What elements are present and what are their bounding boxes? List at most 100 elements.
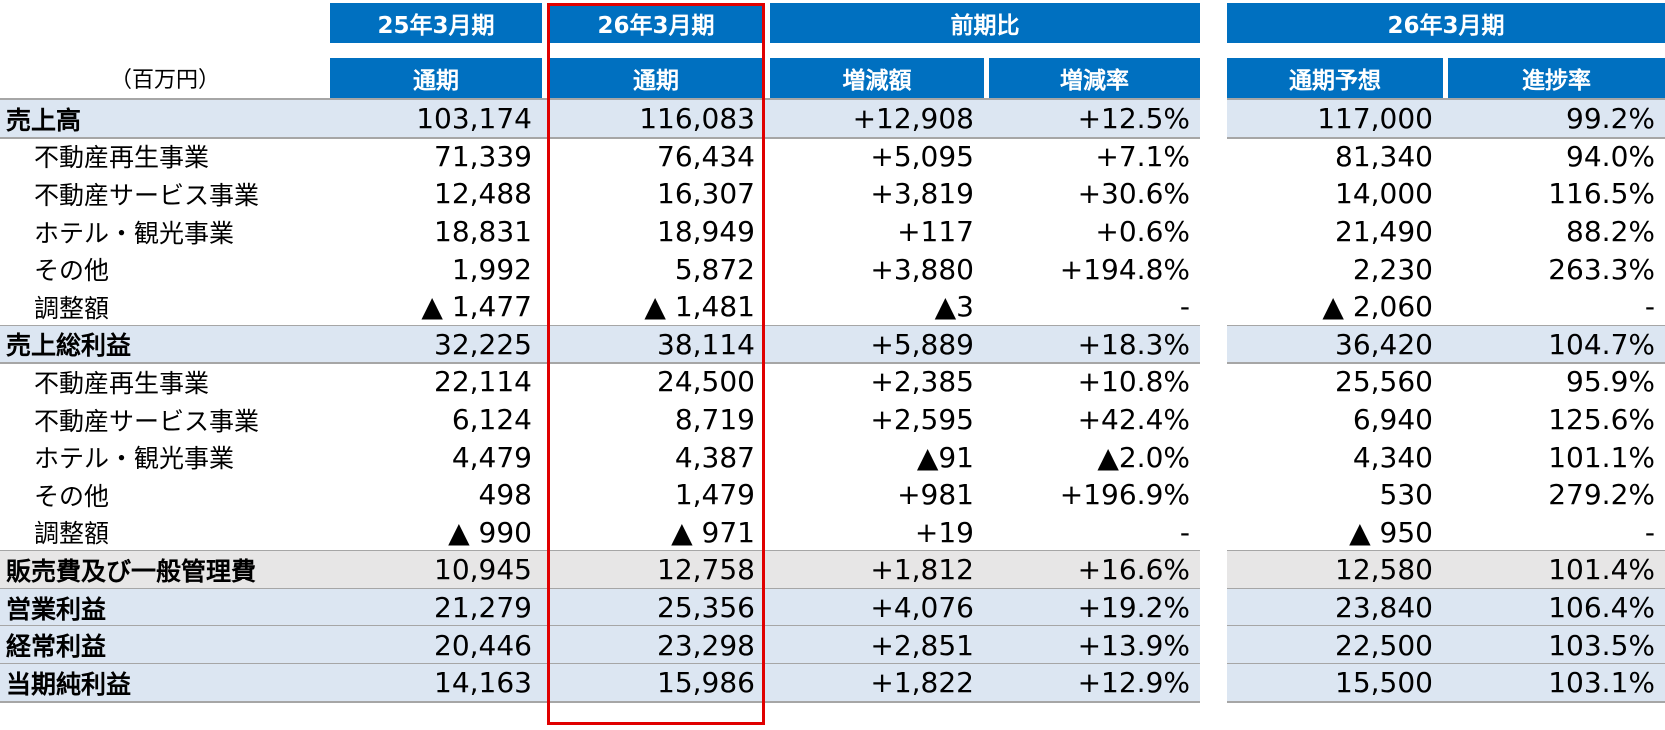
cell-curr-year: 15,986 <box>657 666 755 700</box>
cell-forecast-plan: 2,230 <box>1352 252 1433 286</box>
cell-curr-year: 23,298 <box>657 628 755 662</box>
table-row: 営業利益 21,279 25,356 +4,076 +19.2% 23,840 106.4% <box>0 588 1665 627</box>
table-row: 調整額 ▲ 990 ▲ 971 +19 - ▲ 950 - <box>0 514 1665 552</box>
cell-yoy-diff: +1,822 <box>870 666 974 700</box>
cell-prev-year: 1,992 <box>451 252 532 286</box>
table-row: ホテル・観光事業 18,831 18,949 +117 +0.6% 21,490 88.2% <box>0 213 1665 251</box>
header-divider-right <box>1227 98 1665 100</box>
table-row: 不動産サービス事業 12,488 16,307 +3,819 +30.6% 14,000 1… <box>0 175 1665 213</box>
cell-forecast-plan: 117,000 <box>1317 102 1433 136</box>
cell-forecast-progress: 125.6% <box>1548 403 1655 437</box>
row-label: 調整額 <box>34 519 110 549</box>
header-yoy-rate: 増減率 <box>989 58 1200 98</box>
table-row: 販売費及び一般管理費 10,945 12,758 +1,812 +16.6% 12,580… <box>0 551 1665 589</box>
cell-forecast-progress: 263.3% <box>1548 252 1655 286</box>
header-curr-year-sub: 通期 <box>547 58 765 98</box>
cell-yoy-rate: +13.9% <box>1077 628 1190 662</box>
cell-curr-year: 25,356 <box>657 591 755 625</box>
row-label: ホテル・観光事業 <box>34 218 235 248</box>
row-label: その他 <box>34 481 110 511</box>
cell-yoy-diff: +5,095 <box>870 139 974 173</box>
header-prev-year-sub: 通期 <box>330 58 542 98</box>
cell-curr-year: 12,758 <box>657 553 755 587</box>
cell-prev-year: 21,279 <box>434 591 532 625</box>
cell-prev-year: 103,174 <box>416 102 532 136</box>
table-row: 不動産サービス事業 6,124 8,719 +2,595 +42.4% 6,940 125.… <box>0 401 1665 439</box>
cell-yoy-diff: +2,851 <box>870 628 974 662</box>
row-label: 売上総利益 <box>6 331 132 361</box>
cell-curr-year: 4,387 <box>674 440 755 474</box>
cell-yoy-rate: +16.6% <box>1077 553 1190 587</box>
cell-yoy-rate: +196.9% <box>1059 478 1190 512</box>
cell-yoy-rate: +30.6% <box>1077 177 1190 211</box>
cell-yoy-rate: +19.2% <box>1077 591 1190 625</box>
row-band-left <box>0 551 1200 589</box>
cell-forecast-progress: 116.5% <box>1548 177 1655 211</box>
row-label: 販売費及び一般管理費 <box>6 556 257 586</box>
cell-prev-year: 22,114 <box>434 365 532 399</box>
row-divider-left <box>0 362 1200 365</box>
row-label: 経常利益 <box>6 632 107 662</box>
table-row: その他 1,992 5,872 +3,880 +194.8% 2,230 263.3% <box>0 250 1665 288</box>
cell-forecast-plan: 36,420 <box>1335 327 1433 361</box>
cell-forecast-progress: 103.5% <box>1548 628 1655 662</box>
cell-yoy-diff: +2,595 <box>870 403 974 437</box>
table-row: 調整額 ▲ 1,477 ▲ 1,481 ▲3 - ▲ 2,060 - <box>0 288 1665 326</box>
row-label: 営業利益 <box>6 594 107 624</box>
cell-yoy-diff: +12,908 <box>852 102 974 136</box>
cell-forecast-progress: 279.2% <box>1548 478 1655 512</box>
cell-prev-year: 4,479 <box>451 440 532 474</box>
row-band-right <box>1227 588 1665 627</box>
table-row: 当期純利益 14,163 15,986 +1,822 +12.9% 15,500 103.1… <box>0 664 1665 702</box>
cell-prev-year: 71,339 <box>434 139 532 173</box>
cell-yoy-diff: +1,812 <box>870 553 974 587</box>
row-band-right <box>1227 100 1665 138</box>
cell-prev-year: 12,488 <box>434 177 532 211</box>
cell-prev-year: 32,225 <box>434 327 532 361</box>
cell-prev-year: 20,446 <box>434 628 532 662</box>
cell-forecast-plan: 23,840 <box>1335 591 1433 625</box>
cell-forecast-progress: 88.2% <box>1566 215 1655 249</box>
cell-yoy-rate: +42.4% <box>1077 403 1190 437</box>
cell-yoy-diff: ▲3 <box>934 290 974 324</box>
table-row: 経常利益 20,446 23,298 +2,851 +13.9% 22,500 103.5% <box>0 626 1665 664</box>
row-band-right <box>1227 551 1665 589</box>
cell-yoy-diff: +117 <box>897 215 974 249</box>
cell-curr-year: 76,434 <box>657 139 755 173</box>
cell-forecast-plan: 6,940 <box>1352 403 1433 437</box>
cell-curr-year: 116,083 <box>639 102 755 136</box>
cell-yoy-diff: +3,880 <box>870 252 974 286</box>
cell-prev-year: 10,945 <box>434 553 532 587</box>
header-yoy-diff: 増減額 <box>770 58 984 98</box>
row-band-left <box>0 664 1200 702</box>
row-band-left <box>0 626 1200 664</box>
cell-yoy-diff: +5,889 <box>870 327 974 361</box>
header-forecast-progress: 進捗率 <box>1448 58 1665 98</box>
row-label: 不動産サービス事業 <box>34 406 260 436</box>
row-band-left <box>0 100 1200 138</box>
table-row: 不動産再生事業 22,114 24,500 +2,385 +10.8% 25,560 95.… <box>0 363 1665 401</box>
cell-yoy-diff: +2,385 <box>870 365 974 399</box>
cell-prev-year: ▲ 990 <box>448 515 532 549</box>
row-divider-right <box>1227 362 1665 365</box>
table-row: 不動産再生事業 71,339 76,434 +5,095 +7.1% 81,340 94.0… <box>0 138 1665 176</box>
cell-forecast-plan: 25,560 <box>1335 365 1433 399</box>
row-band-right <box>1227 325 1665 364</box>
row-label: 不動産サービス事業 <box>34 180 260 210</box>
cell-prev-year: 18,831 <box>434 215 532 249</box>
cell-yoy-rate: +7.1% <box>1095 139 1190 173</box>
cell-prev-year: 6,124 <box>451 403 532 437</box>
cell-yoy-rate: +12.9% <box>1077 666 1190 700</box>
row-label: その他 <box>34 256 110 286</box>
cell-yoy-rate: - <box>1179 515 1190 549</box>
cell-curr-year: 5,872 <box>674 252 755 286</box>
table-row: ホテル・観光事業 4,479 4,387 ▲91 ▲2.0% 4,340 101.1% <box>0 438 1665 476</box>
row-divider-right <box>1227 700 1665 703</box>
row-label: 当期純利益 <box>6 669 132 699</box>
cell-forecast-progress: - <box>1644 515 1655 549</box>
cell-forecast-plan: 4,340 <box>1352 440 1433 474</box>
cell-forecast-progress: 99.2% <box>1566 102 1655 136</box>
cell-yoy-diff: +3,819 <box>870 177 974 211</box>
cell-forecast-progress: 103.1% <box>1548 666 1655 700</box>
header-yoy: 前期比 <box>770 3 1200 43</box>
